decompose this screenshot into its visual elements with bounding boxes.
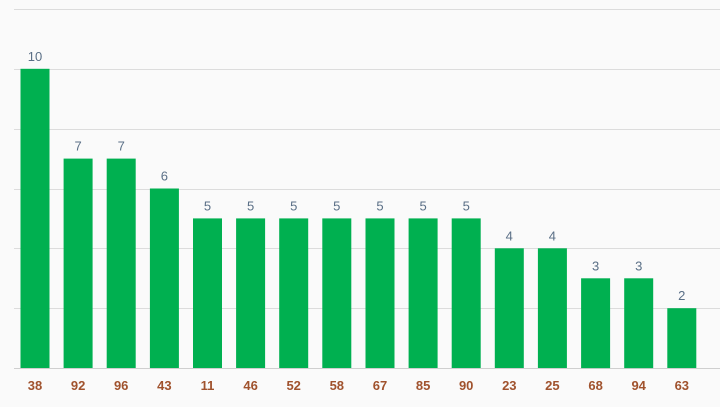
value-label-92: 7 xyxy=(74,139,81,154)
value-label-52: 5 xyxy=(290,198,297,213)
value-label-68: 3 xyxy=(592,258,599,273)
value-label-85: 5 xyxy=(419,198,426,213)
bar-96 xyxy=(106,158,136,368)
x-tick-label-63: 63 xyxy=(675,378,689,393)
bar-63 xyxy=(667,308,697,368)
value-label-67: 5 xyxy=(376,198,383,213)
x-tick-label-90: 90 xyxy=(459,378,473,393)
x-tick-label-92: 92 xyxy=(71,378,85,393)
bar-68 xyxy=(581,278,611,369)
bar-23 xyxy=(494,248,524,368)
value-label-94: 3 xyxy=(635,258,642,273)
value-label-46: 5 xyxy=(247,198,254,213)
x-tick-label-25: 25 xyxy=(545,378,559,393)
x-tick-label-23: 23 xyxy=(502,378,516,393)
bar-90 xyxy=(451,218,481,368)
x-tick-label-94: 94 xyxy=(631,378,646,393)
value-label-63: 2 xyxy=(678,288,685,303)
value-label-23: 4 xyxy=(506,228,513,243)
bar-92 xyxy=(63,158,93,368)
x-tick-label-46: 46 xyxy=(243,378,257,393)
x-tick-labels: 38 92 96 43 11 46 52 58 67 85 90 23 25 68 94 63 xyxy=(28,378,689,393)
bar-85 xyxy=(408,218,438,368)
bar-58 xyxy=(322,218,352,368)
x-tick-label-67: 67 xyxy=(373,378,387,393)
value-labels: 10 7 7 6 5 5 5 5 5 5 5 4 4 3 3 2 xyxy=(28,49,686,303)
x-tick-label-58: 58 xyxy=(330,378,344,393)
value-label-11: 5 xyxy=(204,198,211,213)
bar-94 xyxy=(624,278,654,369)
bar-25 xyxy=(537,248,567,368)
value-label-58: 5 xyxy=(333,198,340,213)
x-tick-label-96: 96 xyxy=(114,378,128,393)
x-tick-label-52: 52 xyxy=(286,378,300,393)
bar-38 xyxy=(20,68,50,369)
x-tick-label-68: 68 xyxy=(588,378,602,393)
bar-11 xyxy=(193,218,222,368)
value-label-43: 6 xyxy=(161,169,168,184)
bar-52 xyxy=(279,218,309,368)
x-tick-label-43: 43 xyxy=(157,378,171,393)
value-label-38: 10 xyxy=(28,49,42,64)
bar-43 xyxy=(149,188,179,368)
bar-67 xyxy=(365,218,395,368)
value-label-90: 5 xyxy=(463,198,470,213)
bars xyxy=(20,68,697,369)
x-tick-label-11: 11 xyxy=(201,378,215,393)
value-label-96: 7 xyxy=(118,139,125,154)
bar-46 xyxy=(236,218,266,368)
x-tick-label-38: 38 xyxy=(28,378,42,393)
x-tick-label-85: 85 xyxy=(416,378,430,393)
value-label-25: 4 xyxy=(549,228,556,243)
